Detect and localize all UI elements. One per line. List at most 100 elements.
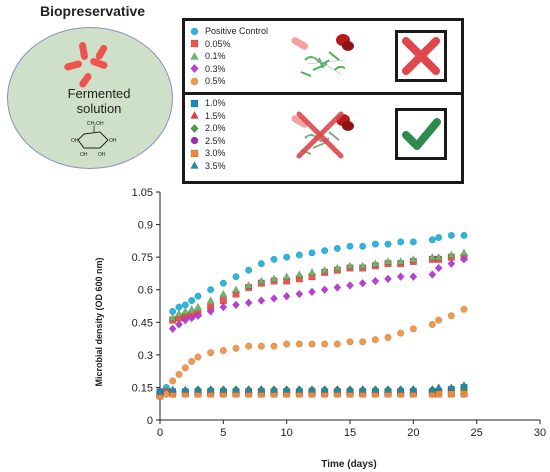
data-point: [295, 251, 303, 259]
series-3-5-: [155, 380, 469, 395]
data-point: [269, 385, 279, 393]
data-point: [219, 346, 227, 355]
data-point: [428, 252, 437, 261]
legend-bottom-item: 2.5%: [190, 136, 226, 146]
x-axis-label: Time (days): [321, 459, 376, 470]
data-point: [194, 353, 202, 361]
data-point: [460, 254, 468, 264]
data-point: [188, 357, 196, 365]
data-point: [321, 340, 329, 348]
data-point: [194, 292, 202, 300]
legend-label: 0.3%: [205, 63, 226, 74]
data-point: [333, 244, 341, 253]
data-point: [283, 340, 291, 348]
data-point: [358, 385, 367, 393]
chart-axes: 0 5 10 15 20 25 30 0 0.15 0.3 0.45 0.6 0.75 0.9 1.05: [132, 187, 547, 439]
data-point: [206, 296, 215, 304]
sugar-group-label: CH₂OH: [87, 121, 104, 127]
data-point: [244, 281, 253, 289]
data-point: [219, 302, 228, 312]
data-point: [435, 234, 443, 242]
data-point: [447, 259, 456, 268]
legend-top-item: Positive Control: [190, 26, 268, 36]
data-point: [162, 390, 170, 398]
square-marker-icon: [190, 39, 199, 48]
data-point: [257, 385, 266, 393]
status-box-bottom: [395, 108, 447, 160]
glucose-structure-icon: CH₂OH OH OH OH OH: [71, 121, 117, 158]
data-point: [269, 274, 279, 282]
data-point: [434, 383, 443, 391]
data-point: [409, 255, 418, 263]
data-point: [447, 312, 455, 320]
petri-dish: [7, 27, 173, 169]
data-point: [206, 307, 215, 316]
y-tick-label: 0.6: [138, 285, 153, 297]
data-point: [371, 240, 379, 248]
legend-marker: [190, 149, 199, 157]
y-tick-label: 1.05: [132, 187, 153, 199]
y-tick-label: 0.15: [132, 382, 153, 394]
data-point: [282, 385, 291, 393]
data-point: [320, 285, 329, 295]
data-point: [358, 261, 367, 269]
data-point: [181, 364, 189, 372]
data-point: [169, 377, 177, 385]
y-tick-label: 0.9: [138, 220, 153, 232]
data-point: [359, 338, 367, 346]
data-point: [428, 270, 437, 279]
legend-label: 0.1%: [205, 51, 226, 61]
y-tick-label: 0.45: [132, 317, 153, 329]
circle-marker-icon: [190, 27, 199, 35]
data-point: [397, 238, 405, 246]
legend-marker: [190, 99, 199, 107]
data-point: [219, 279, 227, 287]
legend-marker: [190, 136, 199, 145]
data-point: [187, 304, 196, 313]
circle-marker-icon: [190, 136, 199, 145]
data-point: [428, 236, 436, 244]
data-point: [396, 272, 405, 282]
data-point: [245, 342, 253, 350]
data-point: [396, 257, 405, 265]
data-point: [371, 259, 380, 267]
dish-label: Fermented solution: [49, 86, 149, 116]
legend-top-item: 0.3%: [190, 64, 226, 74]
data-point: [333, 283, 342, 292]
data-point: [232, 344, 240, 352]
data-point: [333, 385, 342, 393]
data-point: [460, 231, 468, 239]
data-point: [459, 380, 469, 389]
data-point: [383, 385, 393, 393]
hydroxyl-bottom-left: OH: [80, 152, 88, 158]
data-point: [175, 370, 183, 378]
data-point: [282, 272, 291, 280]
data-point: [270, 294, 278, 303]
data-point: [175, 320, 183, 329]
figure-title: Biopreservative: [40, 3, 146, 19]
data-point: [307, 385, 317, 393]
legend-bottom-item: 3.5%: [190, 161, 226, 171]
data-point: [187, 313, 196, 323]
diamond-marker-icon: [190, 64, 199, 73]
x-tick-label: 0: [157, 427, 163, 439]
y-tick-label: 0: [147, 415, 153, 427]
legend-top-item: 0.1%: [190, 51, 226, 61]
data-point: [270, 255, 278, 263]
legend-marker: [190, 161, 199, 169]
legend-label: 3.0%: [205, 148, 226, 158]
data-point: [384, 240, 392, 248]
data-point: [257, 342, 265, 350]
bacteria-cluster-icon: [64, 41, 108, 88]
dish-label-line2: solution: [76, 101, 122, 116]
data-point: [459, 248, 469, 256]
legend-top-item: 0.05%: [190, 39, 231, 49]
data-point: [333, 340, 341, 348]
data-point: [460, 305, 468, 313]
data-point: [283, 253, 291, 261]
data-point: [435, 316, 443, 324]
legend-label: 2.0%: [205, 123, 226, 133]
green-check-icon: [402, 118, 441, 150]
data-point: [346, 281, 354, 290]
data-point: [345, 261, 355, 269]
